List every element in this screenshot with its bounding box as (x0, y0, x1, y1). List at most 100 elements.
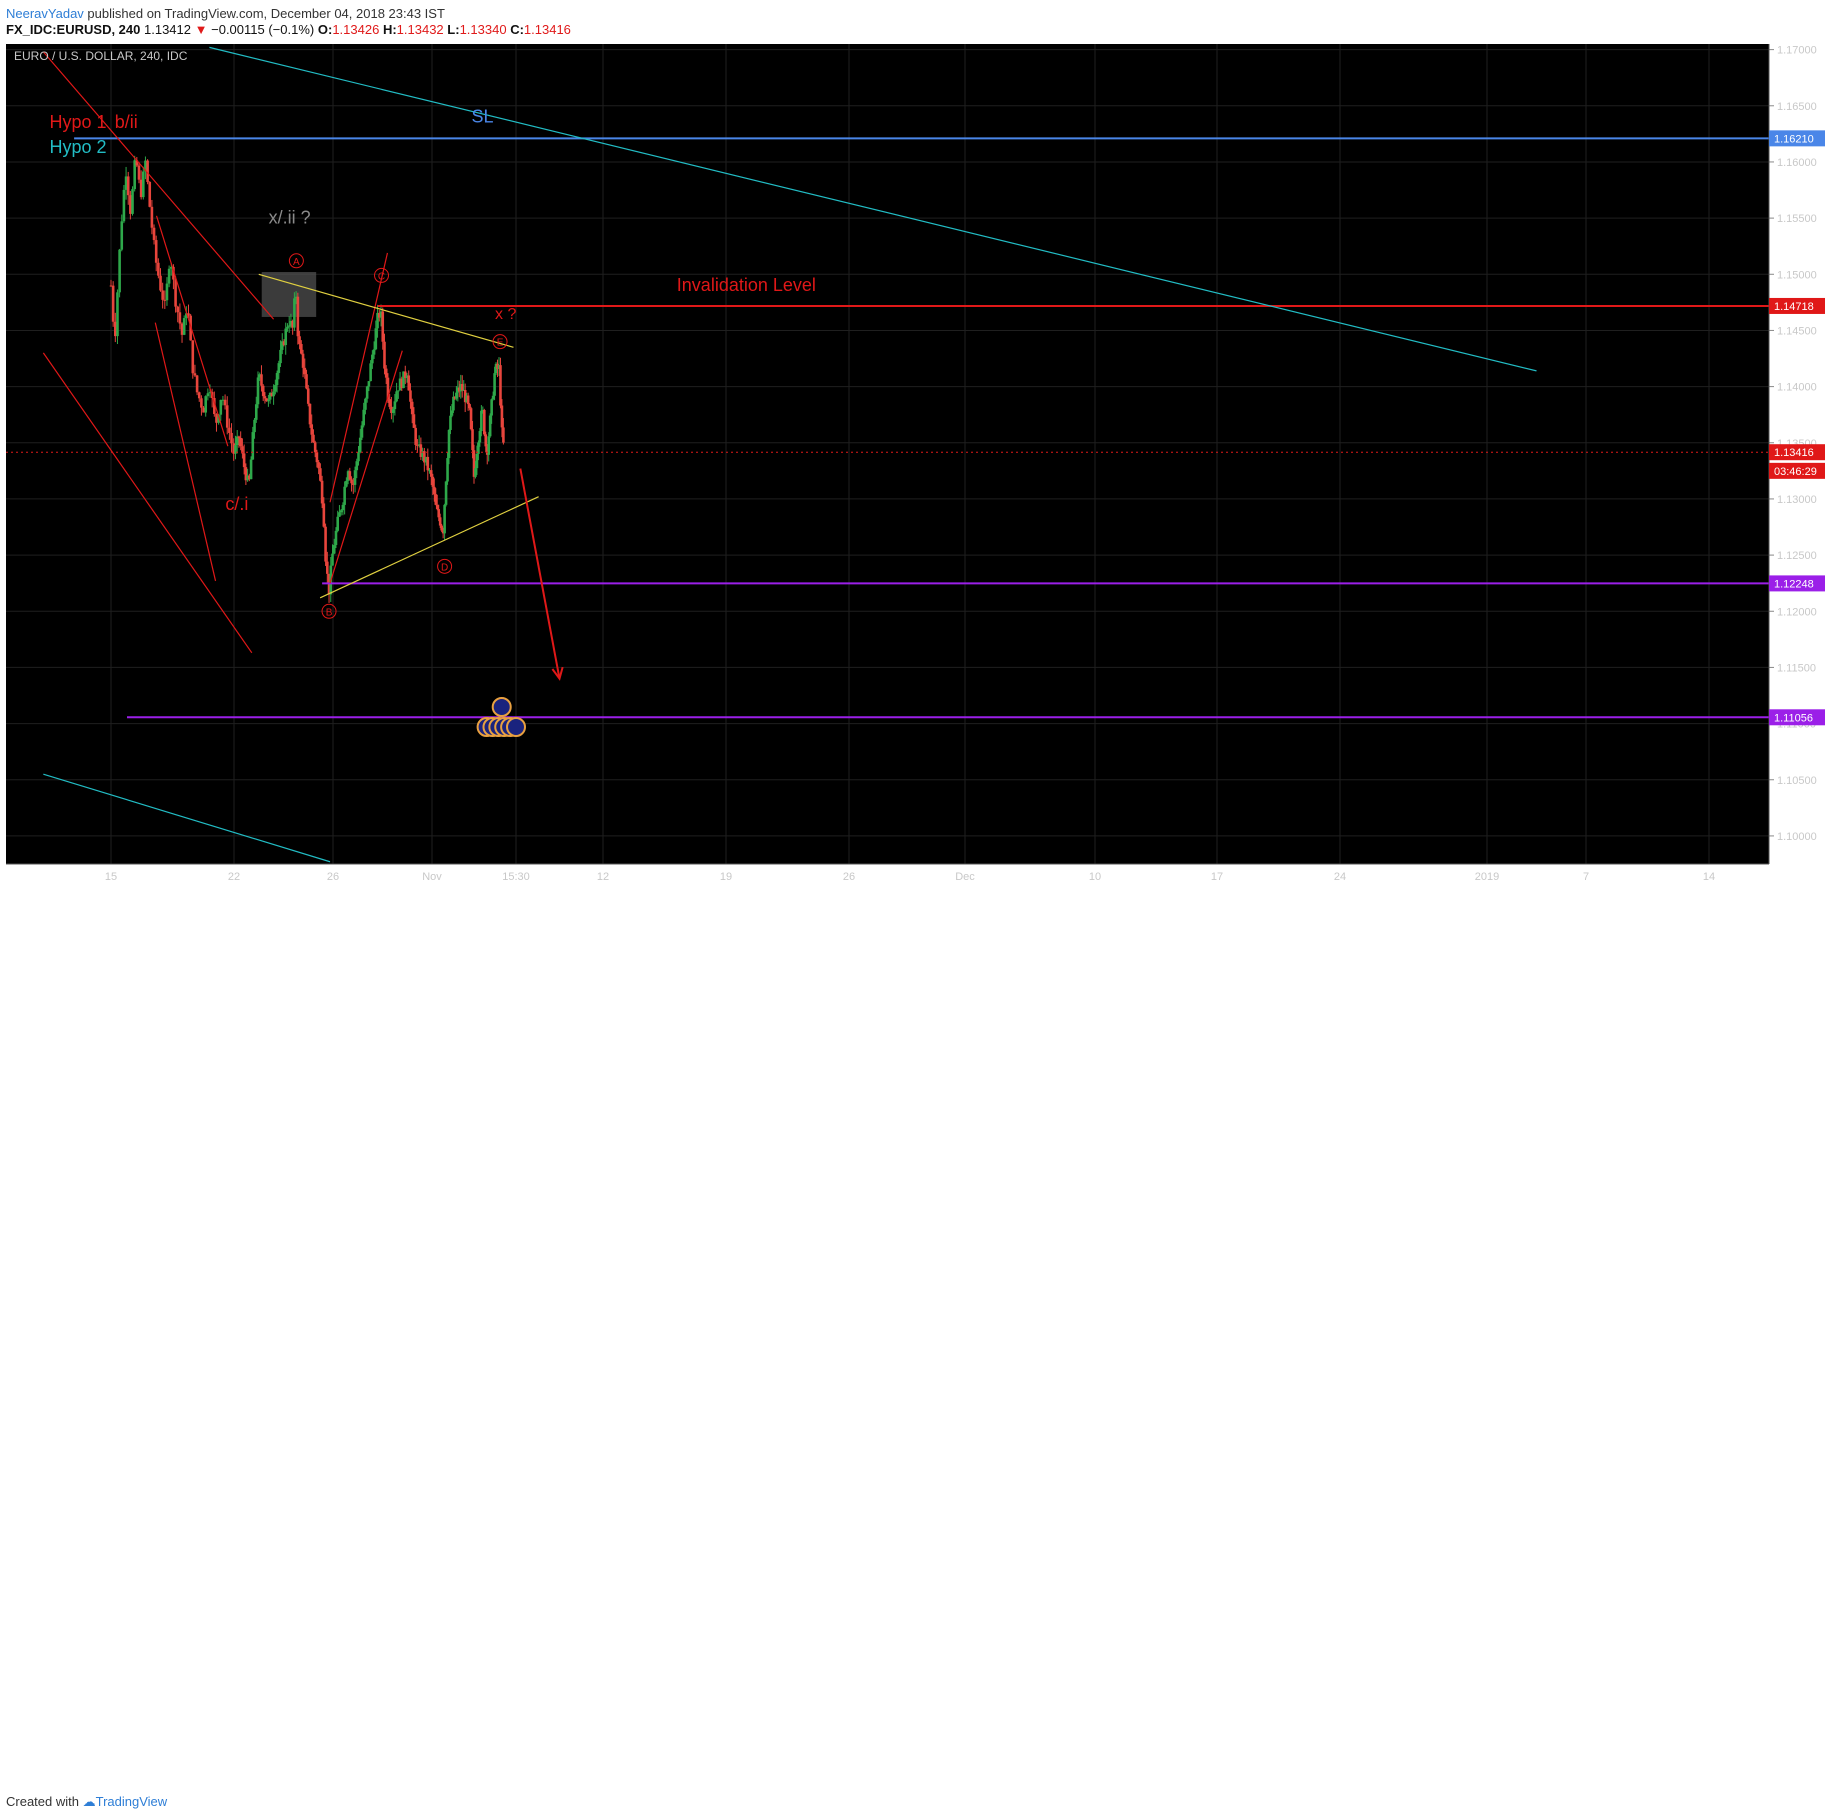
close-value: 1.13416 (523, 22, 571, 37)
plot-area[interactable]: Hypo 1 b/ii Hypo 2 SL x/.ii ? c/.i x ? Invalida… (6, 46, 1769, 863)
candle-body (191, 340, 195, 374)
y-tick-label: 1.10500 (1777, 775, 1817, 787)
annotation-text[interactable]: Hypo 2 (50, 137, 107, 157)
candle-body (197, 392, 201, 399)
economic-event-icon[interactable] (491, 697, 512, 717)
trend-line[interactable] (209, 46, 1537, 372)
candle-body (435, 504, 439, 510)
candle-body (491, 395, 495, 400)
price-axis[interactable]: 1.17000 1.16500 1.16000 1.15500 1.15000 1.145… (1768, 44, 1825, 864)
candle-body (306, 388, 310, 404)
candle-body (260, 374, 263, 386)
candle-body (124, 176, 128, 190)
candle-body (241, 446, 244, 454)
candle-body (248, 475, 251, 480)
annotation-text[interactable]: x ? (495, 306, 516, 323)
candle-body (416, 444, 419, 446)
candle-body (449, 415, 452, 430)
candle-body (182, 318, 186, 335)
wave-label[interactable]: B (326, 607, 333, 618)
y-tick-label: 1.12500 (1777, 550, 1817, 562)
trend-line[interactable] (258, 273, 514, 348)
candle-body (296, 296, 300, 337)
open-label: O: (317, 22, 333, 37)
candle-body (374, 328, 378, 350)
candle-body (369, 363, 372, 382)
annotation-text[interactable]: b/ii (115, 112, 138, 132)
candle-body (488, 415, 492, 437)
candle-body (187, 313, 190, 316)
close-label: C: (510, 22, 524, 37)
candle-body (355, 461, 359, 471)
candle-body (251, 432, 255, 460)
price-label-tag (1769, 575, 1825, 592)
candle-body (397, 390, 400, 392)
trend-line[interactable] (154, 322, 217, 582)
trend-line[interactable] (155, 215, 229, 447)
candle-body (167, 268, 171, 284)
candle-body (485, 446, 489, 455)
time-axis[interactable]: 15 22 26 Nov 15:30 12 19 26 Dec 10 17 24 2019 7 14 (6, 863, 1769, 883)
candle-body (313, 442, 317, 453)
wave-label[interactable]: D (441, 562, 448, 573)
candle-body (458, 387, 461, 392)
trend-line[interactable] (43, 773, 331, 863)
y-tick-label: 1.17000 (1777, 45, 1817, 57)
annotation-text[interactable]: Hypo 1 (50, 112, 107, 132)
wave-label[interactable]: C (378, 271, 385, 282)
tradingview-logo-icon[interactable]: ☁ (82, 1794, 96, 1809)
candle-body (254, 404, 258, 420)
candle-body (261, 385, 265, 397)
annotation-text[interactable]: Invalidation Level (677, 275, 816, 295)
trend-line[interactable] (42, 352, 253, 654)
projection-arrow[interactable] (519, 468, 561, 679)
candle-body (336, 516, 340, 531)
candle-body (381, 311, 385, 342)
candle-body (270, 393, 274, 397)
wave-label[interactable]: A (293, 257, 300, 268)
y-tick-label: 1.16000 (1777, 157, 1817, 169)
annotation-text[interactable]: x/.ii ? (269, 208, 311, 228)
economic-event-icon[interactable] (506, 717, 526, 737)
candle-body (456, 387, 460, 393)
candle-body (386, 377, 390, 400)
tradingview-link[interactable]: TradingView (95, 1794, 168, 1809)
candle-body (426, 456, 430, 471)
price-chart[interactable]: Hypo 1 b/ii Hypo 2 SL x/.ii ? c/.i x ? Invalida… (0, 44, 1828, 892)
x-tick-label: 26 (327, 871, 339, 883)
x-tick-label: 15:30 (502, 871, 530, 883)
price-label-text: 1.14718 (1774, 301, 1814, 313)
trend-line[interactable] (319, 496, 539, 599)
candle-body (144, 160, 147, 172)
candle-body (343, 486, 346, 505)
candle-body (412, 414, 416, 428)
annotation-text[interactable]: SL (471, 107, 493, 127)
wave-label[interactable]: E (497, 338, 504, 349)
author-link[interactable]: NeeravYadav (6, 6, 84, 21)
candle-body (310, 424, 314, 435)
published-text: published on TradingView.com, December 0… (83, 6, 445, 21)
candle-body (206, 393, 210, 397)
candle-body (139, 179, 143, 198)
candle-body (334, 530, 338, 546)
candle-body (423, 451, 426, 463)
wave-label-circle (321, 603, 337, 619)
low-value: 1.13340 (459, 22, 507, 37)
candle-body (263, 396, 267, 399)
candle-body (305, 374, 308, 389)
candle-body (434, 494, 438, 505)
candle-body (474, 468, 477, 477)
open-value: 1.13426 (332, 22, 380, 37)
candle-body (312, 434, 315, 443)
trend-line[interactable] (42, 51, 275, 320)
price-label-tag (1769, 709, 1825, 726)
candle-body (410, 401, 414, 415)
trend-line[interactable] (329, 350, 403, 584)
candle-body (388, 399, 391, 407)
candle-body (466, 395, 470, 405)
trend-line[interactable] (329, 252, 389, 503)
annotation-text[interactable]: c/.i (225, 494, 248, 514)
y-tick-label: 1.14500 (1777, 325, 1817, 337)
candle-body (324, 526, 327, 562)
candle-body (249, 459, 253, 480)
